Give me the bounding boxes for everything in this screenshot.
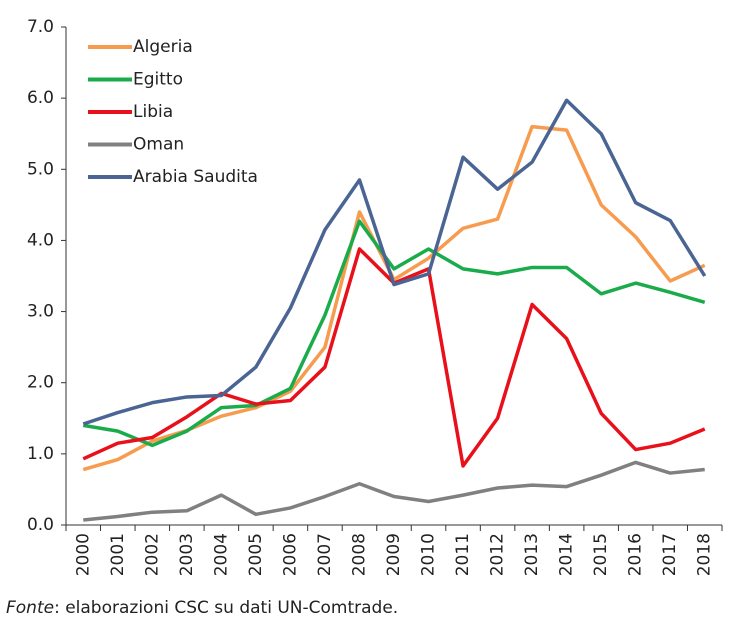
series-line bbox=[82, 219, 706, 448]
y-tick-label: 0.0 bbox=[27, 515, 54, 535]
y-tick-label: 1.0 bbox=[27, 444, 54, 464]
x-tick-label: 2018 bbox=[695, 533, 715, 576]
series-line bbox=[83, 460, 705, 522]
x-tick-label: 2014 bbox=[557, 533, 577, 576]
x-tick-label: 2003 bbox=[177, 533, 197, 576]
legend-label: Arabia Saudita bbox=[133, 167, 258, 187]
x-tick-label: 2008 bbox=[349, 533, 369, 576]
legend-label: Oman bbox=[133, 135, 184, 155]
y-tick-label: 5.0 bbox=[27, 159, 54, 179]
legend-label: Egitto bbox=[133, 70, 183, 90]
x-tick-label: 2004 bbox=[211, 533, 231, 576]
y-tick-label: 7.0 bbox=[27, 17, 54, 37]
x-tick-label: 2006 bbox=[280, 533, 300, 576]
source-label: Fonte bbox=[6, 598, 54, 618]
series-line bbox=[82, 98, 707, 426]
x-tick-label: 2000 bbox=[73, 533, 93, 576]
legend-label: Libia bbox=[133, 102, 173, 122]
source: Fonte: elaborazioni CSC su dati UN-Comtr… bbox=[6, 598, 398, 618]
x-tick-label: 2015 bbox=[591, 533, 611, 576]
x-tick-label: 2017 bbox=[660, 533, 680, 576]
y-tick-label: 2.0 bbox=[27, 373, 54, 393]
x-tick-label: 2002 bbox=[142, 533, 162, 576]
x-tick-label: 2001 bbox=[108, 533, 128, 576]
x-tick-label: 2009 bbox=[384, 533, 404, 576]
y-tick-label: 4.0 bbox=[27, 230, 54, 250]
x-tick-label: 2016 bbox=[626, 533, 646, 576]
legend-label: Algeria bbox=[133, 37, 193, 57]
x-tick-label: 2005 bbox=[246, 533, 266, 576]
y-tick-label: 3.0 bbox=[27, 302, 54, 322]
x-tick-label: 2010 bbox=[419, 533, 439, 576]
x-tick-label: 2007 bbox=[315, 533, 335, 576]
x-tick-label: 2013 bbox=[522, 533, 542, 576]
source-text: : elaborazioni CSC su dati UN-Comtrade. bbox=[54, 598, 398, 618]
x-tick-label: 2012 bbox=[488, 533, 508, 576]
y-tick-label: 6.0 bbox=[27, 88, 54, 108]
x-tick-label: 2011 bbox=[453, 533, 473, 576]
